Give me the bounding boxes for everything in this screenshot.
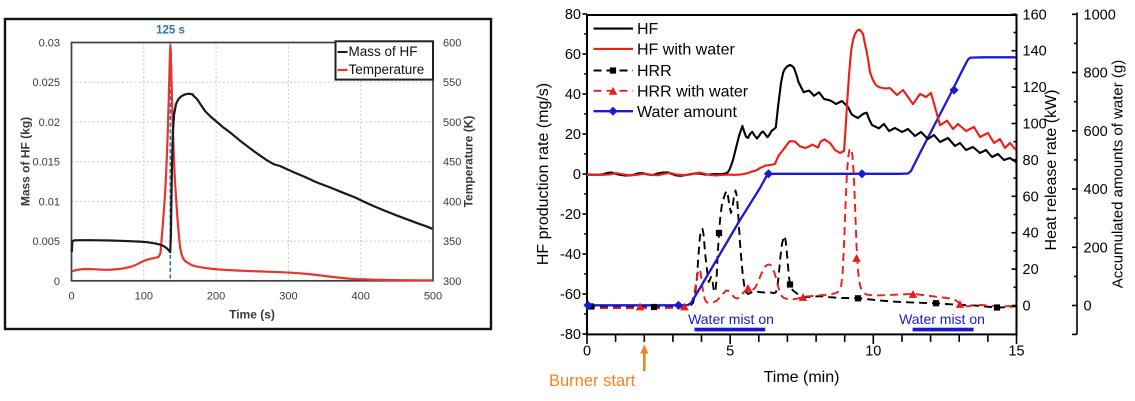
svg-text:Water mist on: Water mist on (899, 311, 985, 327)
svg-text:200: 200 (1084, 240, 1108, 256)
svg-text:450: 450 (443, 157, 461, 169)
svg-text:5: 5 (726, 344, 734, 360)
svg-text:140: 140 (1023, 44, 1047, 60)
svg-text:100: 100 (1023, 117, 1047, 133)
svg-text:0.025: 0.025 (32, 77, 60, 89)
svg-text:0: 0 (1023, 299, 1031, 315)
svg-text:550: 550 (443, 77, 461, 89)
svg-text:HRR: HRR (637, 63, 672, 80)
svg-text:Burner start: Burner start (549, 372, 636, 390)
svg-text:40: 40 (565, 87, 581, 103)
svg-text:350: 350 (443, 236, 461, 248)
svg-text:200: 200 (207, 291, 225, 303)
svg-text:Heat release rate (kW): Heat release rate (kW) (1043, 90, 1060, 251)
svg-text:1000: 1000 (1084, 7, 1116, 23)
svg-text:-60: -60 (560, 287, 581, 303)
svg-text:300: 300 (443, 276, 461, 288)
svg-text:60: 60 (565, 47, 581, 63)
svg-text:Mass of HF: Mass of HF (349, 44, 418, 59)
svg-text:0: 0 (54, 276, 60, 288)
svg-text:HRR with water: HRR with water (637, 83, 749, 100)
svg-text:15: 15 (1008, 344, 1024, 360)
svg-text:-40: -40 (560, 247, 581, 263)
svg-text:20: 20 (565, 127, 581, 143)
svg-text:0: 0 (1084, 299, 1092, 315)
svg-text:300: 300 (279, 291, 297, 303)
svg-text:Accumulated amounts of water (: Accumulated amounts of water (g) (1110, 60, 1127, 288)
svg-text:HF with water: HF with water (637, 42, 735, 59)
svg-text:0.01: 0.01 (39, 196, 60, 208)
svg-text:500: 500 (424, 291, 442, 303)
svg-text:80: 80 (565, 7, 581, 23)
svg-text:600: 600 (443, 38, 461, 50)
svg-text:400: 400 (1084, 182, 1108, 198)
svg-text:120: 120 (1023, 80, 1047, 96)
svg-text:10: 10 (865, 344, 881, 360)
svg-text:Temperature: Temperature (349, 62, 425, 77)
svg-text:0.005: 0.005 (32, 236, 60, 248)
svg-text:400: 400 (352, 291, 370, 303)
svg-text:80: 80 (1023, 153, 1039, 169)
svg-text:60: 60 (1023, 189, 1039, 205)
svg-text:Time (s): Time (s) (229, 308, 275, 322)
svg-text:500: 500 (443, 117, 461, 129)
svg-text:HF: HF (637, 21, 659, 38)
svg-text:0.02: 0.02 (39, 117, 60, 129)
svg-text:600: 600 (1084, 124, 1108, 140)
svg-text:-80: -80 (560, 327, 581, 343)
svg-text:400: 400 (443, 196, 461, 208)
svg-text:800: 800 (1084, 66, 1108, 82)
svg-text:Time (min): Time (min) (764, 369, 840, 386)
svg-text:20: 20 (1023, 262, 1039, 278)
svg-text:0: 0 (68, 291, 74, 303)
svg-text:Mass of HF (kg): Mass of HF (kg) (19, 117, 33, 206)
svg-text:125 s: 125 s (156, 25, 185, 37)
svg-text:160: 160 (1023, 7, 1047, 23)
svg-text:0: 0 (583, 344, 591, 360)
svg-text:100: 100 (135, 291, 153, 303)
svg-text:0.03: 0.03 (39, 38, 60, 50)
svg-text:0.015: 0.015 (32, 157, 60, 169)
svg-text:Water mist on: Water mist on (688, 311, 774, 327)
svg-text:-20: -20 (560, 207, 581, 223)
svg-text:Water amount: Water amount (637, 104, 737, 121)
svg-text:40: 40 (1023, 226, 1039, 242)
svg-text:HF production rate (mg/s): HF production rate (mg/s) (535, 83, 552, 265)
svg-text:0: 0 (573, 167, 581, 183)
svg-text:Temperature (K): Temperature (K) (462, 116, 476, 208)
